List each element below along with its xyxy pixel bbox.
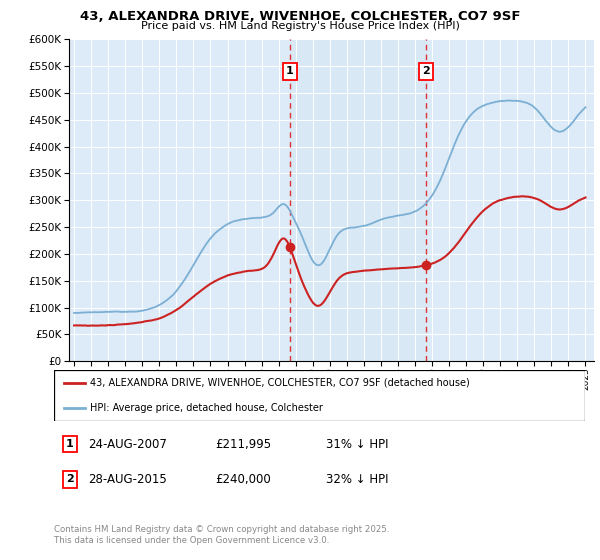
- Text: HPI: Average price, detached house, Colchester: HPI: Average price, detached house, Colc…: [90, 403, 323, 413]
- Bar: [290, 39, 426, 361]
- Text: 1: 1: [66, 439, 74, 449]
- Text: 1: 1: [286, 67, 293, 76]
- Text: Contains HM Land Registry data © Crown copyright and database right 2025.
This d: Contains HM Land Registry data © Crown c…: [54, 525, 389, 545]
- Text: 43, ALEXANDRA DRIVE, WIVENHOE, COLCHESTER, CO7 9SF (detached house): 43, ALEXANDRA DRIVE, WIVENHOE, COLCHESTE…: [90, 378, 470, 388]
- Text: 2: 2: [422, 67, 430, 76]
- Text: 28-AUG-2015: 28-AUG-2015: [88, 473, 167, 486]
- Text: 31% ↓ HPI: 31% ↓ HPI: [326, 437, 388, 451]
- Text: 24-AUG-2007: 24-AUG-2007: [88, 437, 167, 451]
- Text: 43, ALEXANDRA DRIVE, WIVENHOE, COLCHESTER, CO7 9SF: 43, ALEXANDRA DRIVE, WIVENHOE, COLCHESTE…: [80, 10, 520, 22]
- Text: Price paid vs. HM Land Registry's House Price Index (HPI): Price paid vs. HM Land Registry's House …: [140, 21, 460, 31]
- Text: £240,000: £240,000: [215, 473, 271, 486]
- Text: 32% ↓ HPI: 32% ↓ HPI: [326, 473, 388, 486]
- Text: £211,995: £211,995: [215, 437, 271, 451]
- Text: 2: 2: [66, 474, 74, 484]
